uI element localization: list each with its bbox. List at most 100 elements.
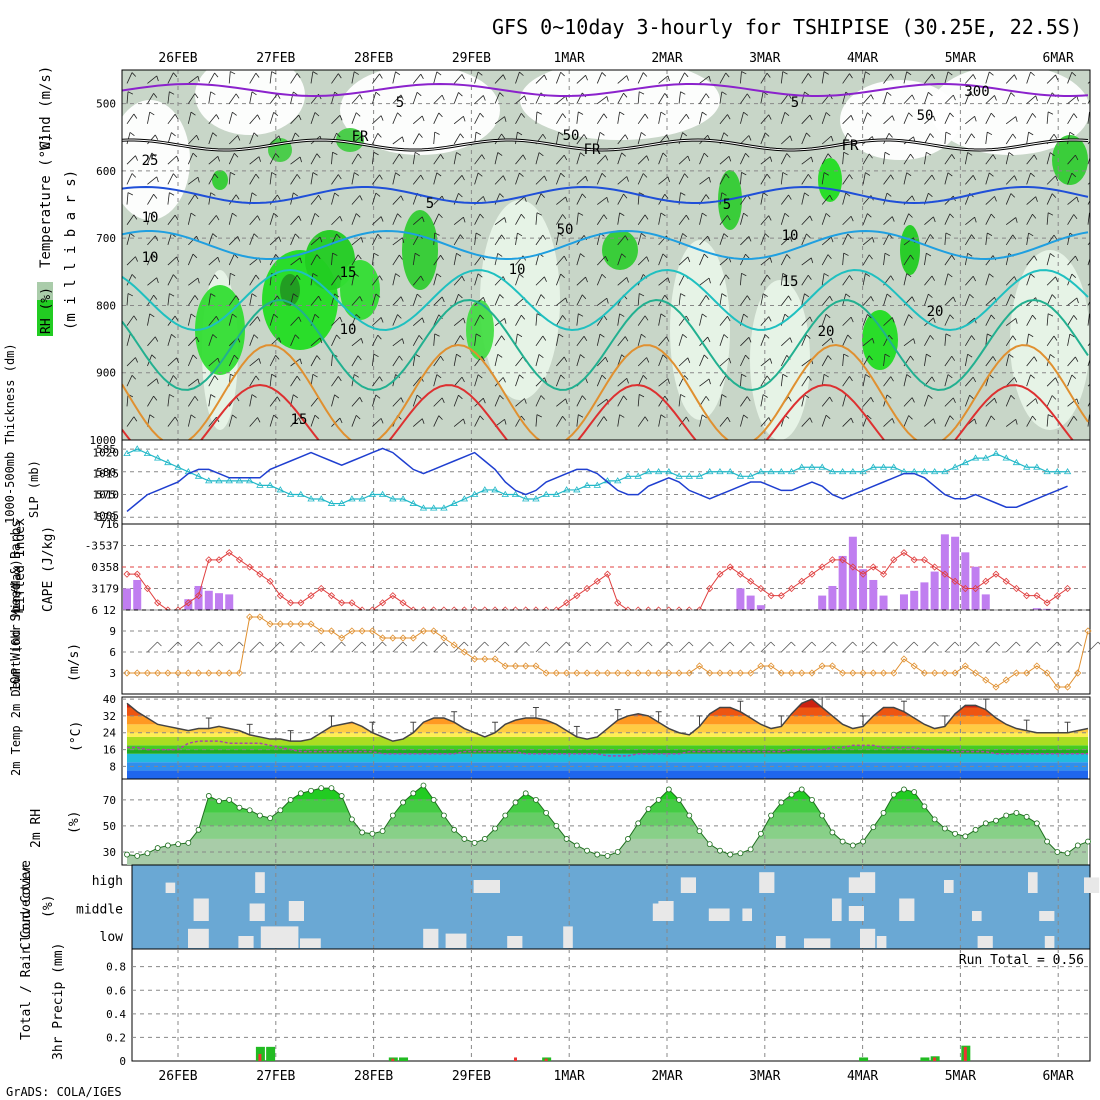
wind-barb: [637, 113, 649, 125]
barb-staff: [269, 172, 272, 185]
barb-staff: [780, 374, 784, 387]
wind-barb: [331, 334, 341, 346]
li-point: [133, 570, 141, 578]
wind-barb: [1026, 398, 1038, 407]
wind-barb: [147, 111, 155, 124]
barb-staff: [372, 115, 382, 125]
wind-barb: [862, 71, 871, 84]
barb-staff: [249, 394, 253, 407]
barb-flag: [684, 173, 689, 178]
cape-bar: [756, 605, 765, 610]
wind-barb: [269, 313, 279, 326]
wind-barb: [760, 173, 771, 185]
barb-flag: [741, 172, 747, 176]
thickness-point: [757, 468, 765, 475]
wind-barb: [310, 414, 320, 427]
barb-staff: [883, 92, 888, 104]
wind-barb: [637, 357, 650, 367]
wind-speed-point: [798, 669, 806, 677]
rh-point: [952, 830, 958, 837]
barb-flag: [153, 93, 158, 98]
barb-flag: [931, 73, 935, 80]
barb-flag: [680, 91, 686, 95]
wind-barb: [924, 115, 936, 125]
barb-flag: [845, 192, 851, 197]
wind-barb: [862, 213, 872, 225]
wind-barb-flag: [586, 641, 592, 647]
barb-flag: [1055, 74, 1059, 81]
wind-barb: [535, 377, 547, 387]
barb-staff: [188, 378, 199, 387]
wind-speed-point: [327, 627, 336, 635]
barb-staff: [596, 132, 601, 145]
wind-barb: [964, 133, 976, 145]
barb-staff: [249, 114, 258, 125]
barb-staff: [924, 317, 934, 326]
barb-staff: [699, 295, 707, 306]
wind-barb-flag: [934, 641, 939, 647]
wind-barb: [269, 135, 282, 145]
barb-flag: [477, 273, 483, 278]
thickness-point: [133, 445, 141, 452]
li-point: [828, 556, 836, 564]
cloud-patch: [238, 936, 254, 948]
barb-staff: [228, 273, 231, 286]
barb-flag: [745, 253, 750, 259]
wind-barb: [924, 353, 932, 367]
barb-flag: [1010, 294, 1016, 299]
barb-flag: [475, 131, 481, 136]
barb-flag: [667, 277, 670, 283]
barb-flag: [644, 416, 649, 422]
barb-staff: [883, 317, 893, 326]
barb-flag: [680, 293, 686, 297]
wind-speed-point: [532, 662, 540, 670]
wind-barb: [1026, 232, 1034, 245]
wind-barb: [637, 155, 650, 165]
tick-label: 16: [103, 744, 116, 757]
barb-staff: [228, 135, 239, 145]
wind-barb-flag: [811, 641, 817, 647]
barb-flag: [804, 394, 810, 399]
wind-barb: [372, 115, 384, 125]
barb-staff: [474, 296, 484, 306]
wind-barb: [903, 71, 912, 84]
barb-flag: [701, 111, 707, 116]
cape-bar: [848, 536, 857, 610]
barb-staff: [1046, 313, 1049, 326]
li-point: [859, 570, 867, 578]
cloud-patch: [249, 903, 265, 921]
wind-barb: [1046, 395, 1057, 407]
barb-staff: [351, 337, 362, 347]
barb-flag: [987, 131, 993, 136]
wind-speed-point: [317, 627, 325, 635]
barb-flag: [788, 396, 792, 402]
rh-point: [594, 851, 601, 858]
barb-staff: [1087, 193, 1090, 205]
wind-barb: [760, 114, 772, 125]
rh-point: [635, 820, 642, 827]
wind-barb: [331, 115, 343, 125]
barb-staff: [699, 277, 710, 286]
wind-barb: [1026, 95, 1038, 104]
barb-staff: [719, 233, 725, 246]
wind-barb: [494, 193, 504, 205]
wind-barb: [801, 274, 812, 286]
barb-staff: [576, 335, 585, 347]
barb-staff: [965, 175, 974, 185]
barb-staff: [576, 74, 586, 84]
barb-staff: [883, 152, 886, 165]
barb-flag: [1093, 194, 1098, 198]
barb-staff: [412, 376, 422, 387]
barb-staff: [351, 273, 355, 286]
barb-flag: [989, 71, 994, 76]
wind-barb: [596, 72, 607, 84]
wind-barb: [760, 274, 771, 286]
wind-barb-flag: [157, 641, 162, 647]
barb-flag: [807, 274, 812, 280]
wind-barb: [1005, 294, 1016, 306]
barb-staff: [617, 313, 620, 326]
barb-flag: [156, 378, 159, 384]
barb-flag: [667, 75, 670, 82]
cape-bar: [818, 595, 827, 610]
wind-barb: [658, 313, 666, 326]
